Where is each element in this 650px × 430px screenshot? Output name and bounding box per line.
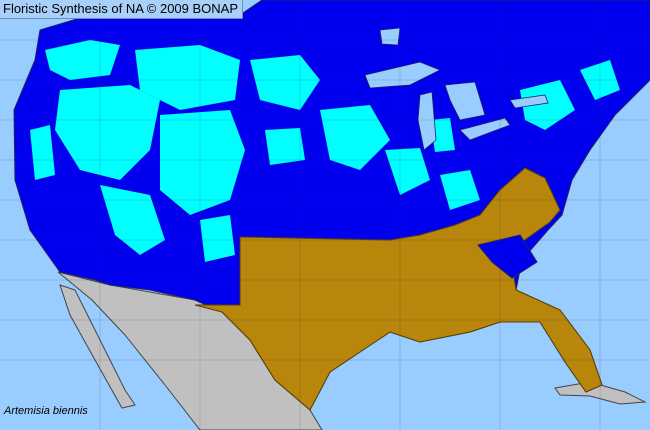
species-label: Artemisia biennis	[4, 405, 88, 417]
great-lakes	[364, 27, 549, 151]
absent-southern-states	[194, 167, 603, 411]
map-title: Floristic Synthesis of NA © 2009 BONAP	[0, 0, 244, 19]
present-carolina-region	[477, 234, 538, 279]
baja-peninsula	[59, 284, 136, 409]
